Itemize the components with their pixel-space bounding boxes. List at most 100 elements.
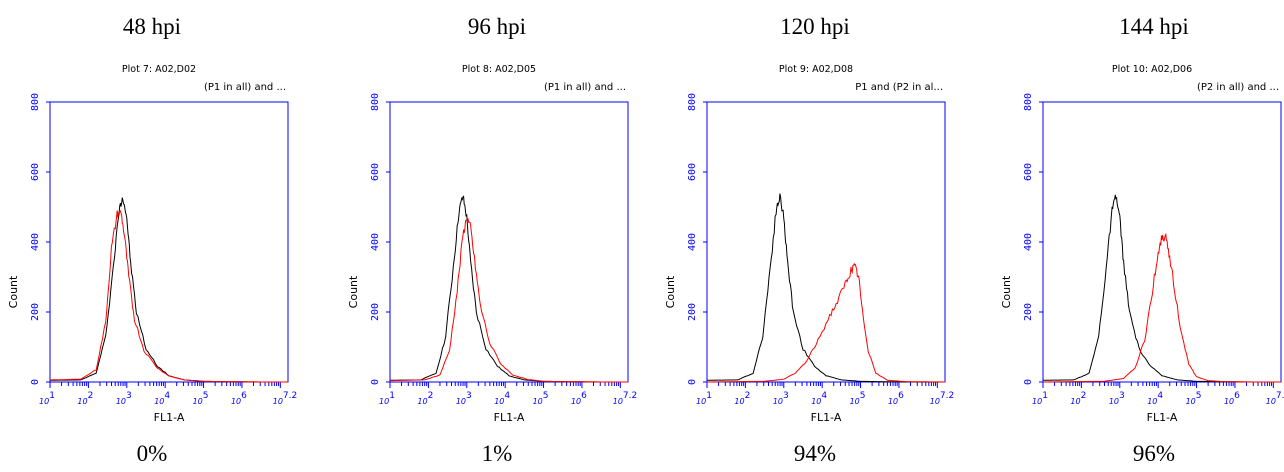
y-tick-label: 600 — [370, 163, 381, 181]
plot-title: Plot 7: A02,D02 — [122, 64, 196, 75]
x-tick-label: 104 — [1147, 391, 1163, 406]
x-tick-base: 10 — [273, 397, 283, 406]
y-tick-label: 400 — [1023, 233, 1034, 251]
x-tick-base: 10 — [1186, 397, 1196, 406]
x-tick-exponent: 6 — [581, 391, 587, 401]
x-tick-base: 10 — [39, 397, 49, 406]
plot-frame — [1042, 101, 1282, 383]
x-tick-label: 107.2 — [273, 391, 298, 406]
x-tick-base: 10 — [116, 397, 126, 406]
x-tick-label: 101 — [39, 391, 55, 406]
percent-positive: 1% — [482, 441, 513, 466]
x-tick-exponent: 5 — [543, 391, 549, 401]
x-tick-base: 10 — [193, 397, 203, 406]
x-tick-label: 105 — [1186, 391, 1202, 406]
x-tick-exponent: 4 — [164, 391, 170, 401]
sample-histogram-line — [389, 217, 628, 383]
control-histogram-line — [49, 197, 288, 383]
x-tick-exponent: 3 — [783, 391, 789, 401]
timepoint-header: 120 hpi — [780, 14, 850, 39]
x-tick-base: 10 — [231, 397, 241, 406]
percent-positive: 96% — [1133, 441, 1175, 466]
x-tick-base: 10 — [696, 397, 706, 406]
gate-label: (P1 in all) and ... — [204, 82, 286, 93]
histogram-panel-4: 144 hpi 96% Plot 10: A02,D06 (P2 in all) an… — [1000, 14, 1284, 466]
y-tick-label: 800 — [370, 93, 381, 111]
gate-label: P1 and (P2 in al... — [855, 82, 943, 93]
x-tick-exponent: 7.2 — [940, 391, 954, 401]
timepoint-header: 144 hpi — [1119, 14, 1189, 39]
x-tick-base: 10 — [379, 397, 389, 406]
x-tick-exponent: 7.2 — [283, 391, 297, 401]
x-tick-exponent: 2 — [1081, 391, 1087, 401]
x-tick-label: 102 — [77, 391, 93, 406]
x-tick-label: 101 — [379, 391, 395, 406]
x-tick-exponent: 3 — [126, 391, 132, 401]
control-histogram-line — [1042, 194, 1281, 383]
x-axis-label: FL1-A — [154, 411, 185, 424]
x-tick-base: 10 — [1266, 397, 1276, 406]
y-tick-label: 600 — [30, 163, 41, 181]
x-tick-label: 105 — [533, 391, 549, 406]
y-axis-label: Count — [1000, 275, 1013, 308]
x-tick-label: 102 — [417, 391, 433, 406]
plot-frame — [389, 101, 629, 383]
y-axis-label: Count — [664, 275, 677, 308]
histogram-panel-1: 48 hpi 0% Plot 7: A02,D02 (P1 in all) and .… — [7, 14, 297, 466]
x-tick-base: 10 — [154, 397, 164, 406]
y-tick-label: 200 — [687, 303, 698, 321]
x-axis-label: FL1-A — [494, 411, 525, 424]
x-tick-exponent: 1 — [706, 391, 712, 401]
x-tick-label: 104 — [494, 391, 510, 406]
x-tick-exponent: 1 — [49, 391, 55, 401]
x-tick-label: 104 — [811, 391, 827, 406]
y-tick-label: 0 — [687, 379, 698, 385]
x-tick-label: 105 — [850, 391, 866, 406]
y-tick-label: 600 — [1023, 163, 1034, 181]
timepoint-header: 96 hpi — [468, 14, 526, 39]
y-tick-label: 800 — [687, 93, 698, 111]
x-axis-label: FL1-A — [1147, 411, 1178, 424]
x-tick-exponent: 1 — [389, 391, 395, 401]
x-tick-base: 10 — [1147, 397, 1157, 406]
x-tick-label: 102 — [1070, 391, 1086, 406]
x-tick-exponent: 5 — [203, 391, 209, 401]
x-tick-base: 10 — [888, 397, 898, 406]
x-tick-exponent: 2 — [88, 391, 94, 401]
x-tick-label: 103 — [1109, 391, 1125, 406]
x-tick-exponent: 5 — [1196, 391, 1202, 401]
x-tick-label: 103 — [116, 391, 132, 406]
plot-frame — [49, 101, 289, 383]
x-tick-base: 10 — [811, 397, 821, 406]
x-tick-exponent: 5 — [860, 391, 866, 401]
x-tick-exponent: 6 — [898, 391, 904, 401]
x-tick-base: 10 — [1224, 397, 1234, 406]
x-tick-base: 10 — [930, 397, 940, 406]
x-tick-label: 106 — [231, 391, 247, 406]
percent-positive: 94% — [794, 441, 836, 466]
control-histogram-line — [389, 195, 628, 383]
x-tick-label: 105 — [193, 391, 209, 406]
x-tick-label: 107.2 — [1266, 391, 1284, 406]
plot-frame — [706, 101, 946, 383]
y-tick-label: 0 — [1023, 379, 1034, 385]
x-axis-label: FL1-A — [811, 411, 842, 424]
x-tick-label: 103 — [456, 391, 472, 406]
y-tick-label: 200 — [1023, 303, 1034, 321]
control-histogram-line — [706, 193, 945, 383]
y-tick-label: 600 — [687, 163, 698, 181]
x-tick-label: 106 — [1224, 391, 1240, 406]
y-axis-label: Count — [347, 275, 360, 308]
x-tick-label: 101 — [696, 391, 712, 406]
x-tick-exponent: 2 — [428, 391, 434, 401]
y-tick-label: 800 — [30, 93, 41, 111]
gate-label: (P2 in all) and ... — [1197, 82, 1279, 93]
y-tick-label: 0 — [370, 379, 381, 385]
x-tick-label: 102 — [734, 391, 750, 406]
x-tick-exponent: 4 — [504, 391, 510, 401]
histogram-panel-2: 96 hpi 1% Plot 8: A02,D05 (P1 in all) and .… — [347, 14, 637, 466]
y-tick-label: 400 — [370, 233, 381, 251]
x-tick-base: 10 — [850, 397, 860, 406]
x-tick-base: 10 — [1070, 397, 1080, 406]
x-tick-base: 10 — [734, 397, 744, 406]
